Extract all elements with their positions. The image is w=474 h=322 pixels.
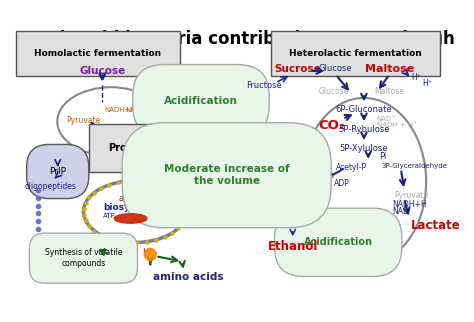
Text: NAD: NAD	[392, 207, 409, 216]
Text: Pyruvate: Pyruvate	[394, 191, 428, 200]
Text: Sucrose: Sucrose	[274, 64, 321, 74]
Text: H⁺: H⁺	[142, 248, 153, 257]
Text: H⁺: H⁺	[422, 79, 432, 88]
Text: 5P-Xylulose: 5P-Xylulose	[340, 144, 388, 153]
Text: Lactate: Lactate	[411, 219, 461, 232]
Text: H⁺: H⁺	[411, 73, 421, 82]
Text: NADH+H⁺: NADH+H⁺	[104, 107, 139, 113]
Text: protein: protein	[37, 156, 68, 165]
Text: ADP: ADP	[334, 179, 350, 188]
Text: Acetyl-P: Acetyl-P	[336, 163, 367, 172]
Text: Maltose: Maltose	[374, 87, 405, 96]
Text: Lactic acid bacteria contribution to sourdough: Lactic acid bacteria contribution to sou…	[19, 30, 455, 48]
Text: Moderate increase of
the volume: Moderate increase of the volume	[164, 165, 290, 186]
Text: ATP: ATP	[103, 213, 116, 219]
Text: alkaline: alkaline	[118, 194, 151, 204]
Text: biosynthesis: biosynthesis	[103, 203, 167, 212]
Text: 5P-Rybulose: 5P-Rybulose	[338, 125, 390, 134]
Text: Acidification: Acidification	[164, 96, 238, 106]
Text: Pi: Pi	[379, 152, 387, 161]
Text: CO₂: CO₂	[319, 119, 346, 132]
Text: Pyruvate: Pyruvate	[66, 116, 100, 125]
Circle shape	[145, 249, 156, 260]
Text: NAD⁺: NAD⁺	[377, 116, 396, 121]
Text: amino acids: amino acids	[146, 210, 189, 216]
Text: NAD: NAD	[126, 107, 141, 113]
Text: PrlP: PrlP	[49, 167, 66, 176]
Text: Glucose: Glucose	[319, 87, 349, 96]
Text: Ethanol: Ethanol	[267, 240, 318, 253]
Text: Acetate: Acetate	[269, 173, 317, 183]
Text: amino acids: amino acids	[153, 272, 223, 282]
Text: Homolactic fermentation: Homolactic fermentation	[35, 49, 162, 58]
Text: Glucose: Glucose	[319, 64, 353, 73]
Text: NADH+H: NADH+H	[392, 201, 427, 209]
Text: Heterolactic fermentation: Heterolactic fermentation	[289, 49, 422, 58]
Text: Maltose: Maltose	[365, 64, 414, 74]
Text: Acidification: Acidification	[304, 237, 373, 247]
Ellipse shape	[114, 214, 147, 223]
Text: Glucose: Glucose	[79, 66, 126, 76]
Text: oligopeptides: oligopeptides	[25, 183, 77, 192]
Text: Proteolysis: Proteolysis	[109, 143, 170, 153]
Text: ATP: ATP	[321, 173, 335, 182]
Text: NADH + H⁺: NADH + H⁺	[377, 121, 417, 128]
Text: Fructose: Fructose	[246, 81, 282, 90]
Text: 2 Lactate: 2 Lactate	[161, 119, 219, 129]
Text: 6P-Gluconate: 6P-Gluconate	[336, 105, 392, 114]
Text: Synthesis of volatile
compounds: Synthesis of volatile compounds	[45, 249, 122, 268]
Text: 3P-Glyceraldehyde: 3P-Glyceraldehyde	[381, 163, 447, 169]
